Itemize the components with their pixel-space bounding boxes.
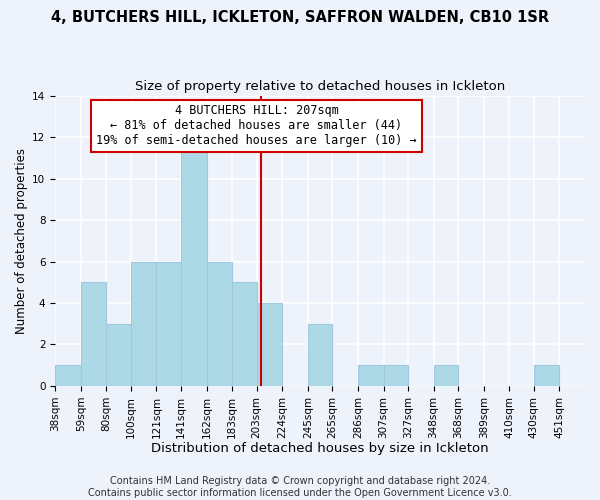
Title: Size of property relative to detached houses in Ickleton: Size of property relative to detached ho… [135,80,505,93]
Bar [383,365,408,386]
Bar [81,282,106,386]
Text: 4 BUTCHERS HILL: 207sqm
← 81% of detached houses are smaller (44)
19% of semi-de: 4 BUTCHERS HILL: 207sqm ← 81% of detache… [96,104,417,148]
Bar [106,324,131,386]
Bar [257,303,282,386]
Bar [181,137,206,386]
Text: Contains HM Land Registry data © Crown copyright and database right 2024.
Contai: Contains HM Land Registry data © Crown c… [88,476,512,498]
Text: 4, BUTCHERS HILL, ICKLETON, SAFFRON WALDEN, CB10 1SR: 4, BUTCHERS HILL, ICKLETON, SAFFRON WALD… [51,10,549,25]
Bar [131,262,157,386]
X-axis label: Distribution of detached houses by size in Ickleton: Distribution of detached houses by size … [151,442,489,455]
Bar [55,365,81,386]
Y-axis label: Number of detached properties: Number of detached properties [15,148,28,334]
Bar [534,365,559,386]
Bar [308,324,332,386]
Bar [157,262,181,386]
Bar [434,365,458,386]
Bar [232,282,257,386]
Bar [206,262,232,386]
Bar [358,365,383,386]
